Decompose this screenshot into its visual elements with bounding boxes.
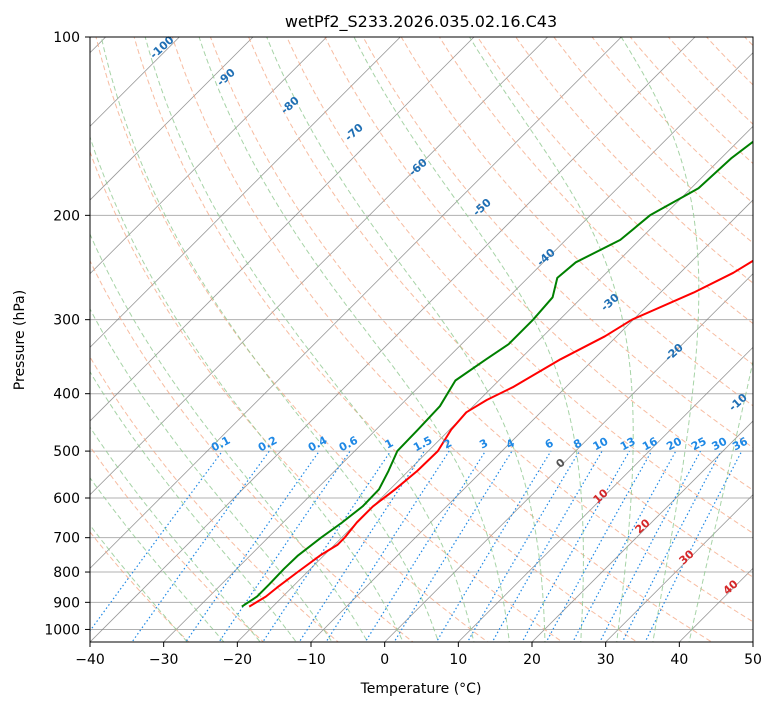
chart-title: wetPf2_S233.2026.035.02.16.C43 <box>285 12 557 32</box>
moist-adiabat-line <box>90 524 188 642</box>
mixing-ratio-line <box>325 450 450 642</box>
mixing-ratio-line <box>466 450 580 642</box>
isotherm-line <box>531 420 753 642</box>
isotherm-line <box>90 37 401 348</box>
x-tick-label: 40 <box>670 652 688 668</box>
y-tick-label: 500 <box>53 444 80 460</box>
y-tick-label: 200 <box>53 208 80 224</box>
mixing-ratio-label: 20 <box>664 434 684 453</box>
mixing-ratio-line <box>131 450 270 642</box>
dry-adiabat-line <box>553 37 753 244</box>
y-tick-label: 1000 <box>44 622 80 638</box>
temperature-line <box>248 259 753 608</box>
dry-adiabat-line <box>476 37 753 325</box>
plot-background <box>90 37 753 642</box>
moist-adiabat-line <box>620 37 700 642</box>
moist-adiabat-line <box>468 37 634 642</box>
mixing-ratio-line <box>185 450 320 642</box>
dry-adiabat-line <box>324 37 753 491</box>
moist-adiabat-line <box>688 358 753 642</box>
dewpoint-line <box>241 140 753 608</box>
plot-frame <box>89 36 754 643</box>
isotherm-line <box>90 37 475 422</box>
mixing-ratio-line <box>218 450 351 642</box>
moist-adiabat-line <box>90 476 225 642</box>
moist-adiabat-line <box>90 308 333 642</box>
mixing-ratio-line <box>491 450 603 642</box>
moist-adiabat-line <box>144 37 475 642</box>
x-tick-label: −10 <box>296 652 326 668</box>
dry-adiabat-line <box>209 37 753 623</box>
dry-adiabat-line <box>286 37 753 534</box>
dry-adiabat-line <box>438 37 753 365</box>
dry-adiabat-line <box>171 37 713 642</box>
dry-adiabat-line <box>95 37 564 642</box>
x-axis-title: Temperature (°C) <box>360 681 482 697</box>
x-tick-label: 50 <box>744 652 762 668</box>
mixing-ratio-line <box>545 450 653 642</box>
dry-adiabat-line <box>90 356 339 642</box>
y-tick-label: 300 <box>53 313 80 329</box>
isotherm-line <box>605 494 753 642</box>
moist-adiabat-line <box>100 37 440 642</box>
isotherm-line <box>90 37 328 275</box>
isotherm-line <box>90 37 696 642</box>
y-tick-label: 600 <box>53 491 80 507</box>
isotherm-line <box>90 37 549 496</box>
dry-adiabat-line <box>591 37 753 204</box>
dry-adiabat-line <box>90 150 489 642</box>
dry-adiabat-line <box>400 37 753 407</box>
moist-adiabat-line <box>198 37 510 642</box>
x-tick-label: −30 <box>149 652 179 668</box>
x-tick-label: 0 <box>380 652 389 668</box>
y-tick-label: 900 <box>53 595 80 611</box>
x-tick-label: 10 <box>449 652 467 668</box>
isotherm-line <box>310 199 753 642</box>
mixing-ratio-label: 13 <box>618 435 638 454</box>
moist-adiabat-line <box>266 37 546 642</box>
moist-adiabat-line <box>353 37 584 642</box>
y-tick-label: 700 <box>53 531 80 547</box>
moist-adiabat-line <box>90 232 369 642</box>
mixing-ratio-label: 36 <box>730 435 750 454</box>
moist-adiabat-line <box>90 135 404 642</box>
dry-adiabat-line <box>515 37 753 284</box>
mixing-ratio-line <box>298 450 425 642</box>
mixing-ratio-line <box>435 450 552 642</box>
moist-adiabat-line <box>90 370 297 642</box>
isotherm-line <box>90 37 254 201</box>
isotherm-line <box>384 273 753 642</box>
isotherm-line <box>90 37 622 569</box>
x-tick-label: −40 <box>75 652 105 668</box>
dry-adiabat-line <box>362 37 753 449</box>
mixing-ratio-label: 10 <box>591 434 611 453</box>
x-tick-label: 30 <box>597 652 615 668</box>
y-axis-title: Pressure (hPa) <box>12 290 28 390</box>
y-tick-label: 100 <box>53 30 80 46</box>
x-tick-label: 20 <box>523 652 541 668</box>
mixing-ratio-line <box>644 450 743 642</box>
moist-adiabat-line <box>90 426 261 642</box>
isotherm-line <box>457 346 753 642</box>
mixing-ratio-label: 30 <box>710 435 730 454</box>
series-layer <box>241 140 753 608</box>
dry-adiabat-line <box>133 37 638 642</box>
mixing-ratio-line <box>262 450 392 642</box>
x-tick-label: −20 <box>223 652 253 668</box>
isotherm-line <box>163 52 753 642</box>
y-tick-label: 800 <box>53 565 80 581</box>
tick-layer: −40 −30 −20 −10 0 10 20 30 40 50 100 200 300 400 500 60… <box>44 30 762 668</box>
y-tick-label: 400 <box>53 387 80 403</box>
mixing-ratio-label: 25 <box>689 435 709 454</box>
mixing-ratio-label: 16 <box>640 435 660 454</box>
